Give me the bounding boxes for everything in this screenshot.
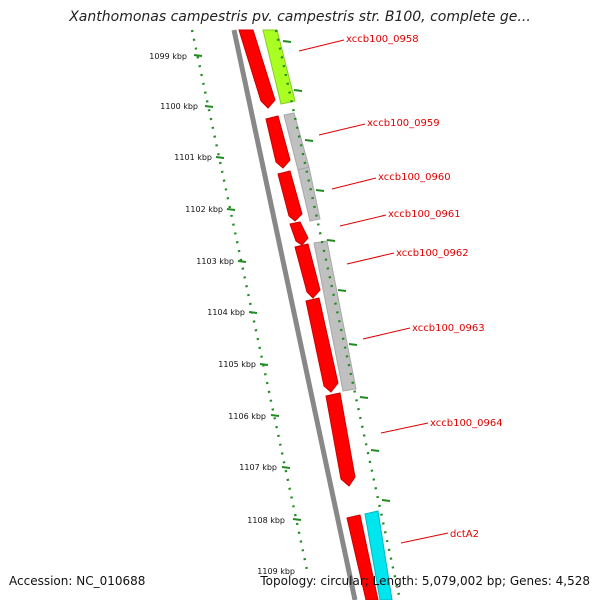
scale-label: 1100 kbp [160, 102, 198, 111]
scale-tick [281, 466, 291, 469]
outer-scale-tick [315, 189, 325, 192]
scale-tick [226, 208, 236, 211]
scale-label: 1108 kbp [247, 516, 285, 525]
gene-labels: xccb100_0958 xccb100_0959 xccb100_0960 x… [298, 34, 503, 544]
scale-labels: 1099 kbp 1100 kbp 1101 kbp 1102 kbp 1103… [149, 52, 295, 576]
scale-tick [248, 311, 258, 314]
scale-tick [204, 105, 214, 108]
scale-tick [270, 414, 280, 417]
outer-scale-tick [326, 239, 336, 242]
cds-arrow [265, 115, 291, 169]
leader-line [318, 123, 366, 136]
outer-scale-tick [370, 449, 380, 452]
scale-label: 1103 kbp [196, 257, 234, 266]
outer-scale-tick [282, 40, 292, 43]
cds-arrow [305, 297, 339, 393]
gene-label[interactable]: xccb100_0964 [430, 418, 503, 429]
topology-summary: Topology: circular; Length: 5,079,002 bp… [260, 574, 590, 588]
gene-label[interactable]: xccb100_0959 [367, 118, 440, 129]
outer-scale-tick [381, 499, 391, 502]
gene-label[interactable]: xccb100_0962 [396, 248, 469, 259]
cds-arrow [325, 392, 356, 487]
scale-label: 1099 kbp [149, 52, 187, 61]
outer-scale-tick [337, 289, 347, 292]
scale-tick [215, 156, 225, 159]
scale-label: 1105 kbp [218, 360, 256, 369]
outer-scale-tick [293, 89, 303, 92]
cds-arrow [294, 243, 321, 299]
gene-bar-green [262, 29, 296, 105]
gene-label[interactable]: xccb100_0960 [378, 172, 451, 183]
scale-label: 1101 kbp [174, 153, 212, 162]
scale-label: 1109 kbp [257, 567, 295, 576]
cds-arrow [277, 170, 303, 222]
map-title: Xanthomonas campestris pv. campestris st… [69, 9, 531, 25]
leader-line [298, 39, 345, 52]
backbone-line [231, 29, 358, 600]
scale-tick [292, 518, 302, 521]
cds-arrow [346, 514, 379, 600]
scale-label: 1104 kbp [207, 308, 245, 317]
outer-scale-tick [348, 343, 358, 346]
outer-scale-tick [359, 396, 369, 399]
outer-scale-tick [304, 139, 314, 142]
gene-label[interactable]: xccb100_0958 [346, 34, 419, 45]
leader-line [380, 422, 429, 434]
gene-label[interactable]: xccb100_0963 [412, 323, 485, 334]
gene-label[interactable]: dctA2 [450, 529, 479, 540]
accession-text: Accession: NC_010688 [9, 574, 146, 588]
outer-scale-track [274, 29, 402, 600]
leader-line [346, 252, 395, 265]
leader-line [339, 214, 387, 227]
leader-line [362, 327, 411, 340]
outer-dotted-line [274, 29, 402, 600]
cds-arrow [238, 29, 276, 109]
cds-arrow [289, 221, 309, 246]
scale-dotted-line [190, 29, 309, 571]
gene-track [262, 29, 393, 600]
leader-line [331, 177, 377, 190]
scale-tick [237, 260, 247, 263]
cds-track [238, 29, 379, 600]
scale-label: 1106 kbp [228, 412, 266, 421]
scale-ticks [193, 54, 302, 521]
scale-tick [193, 54, 203, 57]
gene-bar-cyan [364, 510, 393, 600]
scale-tick [259, 363, 269, 366]
scale-label: 1102 kbp [185, 205, 223, 214]
gene-label[interactable]: xccb100_0961 [388, 209, 461, 220]
scale-label: 1107 kbp [239, 463, 277, 472]
leader-line [400, 532, 449, 544]
scale-track: 1099 kbp 1100 kbp 1101 kbp 1102 kbp 1103… [149, 29, 309, 576]
